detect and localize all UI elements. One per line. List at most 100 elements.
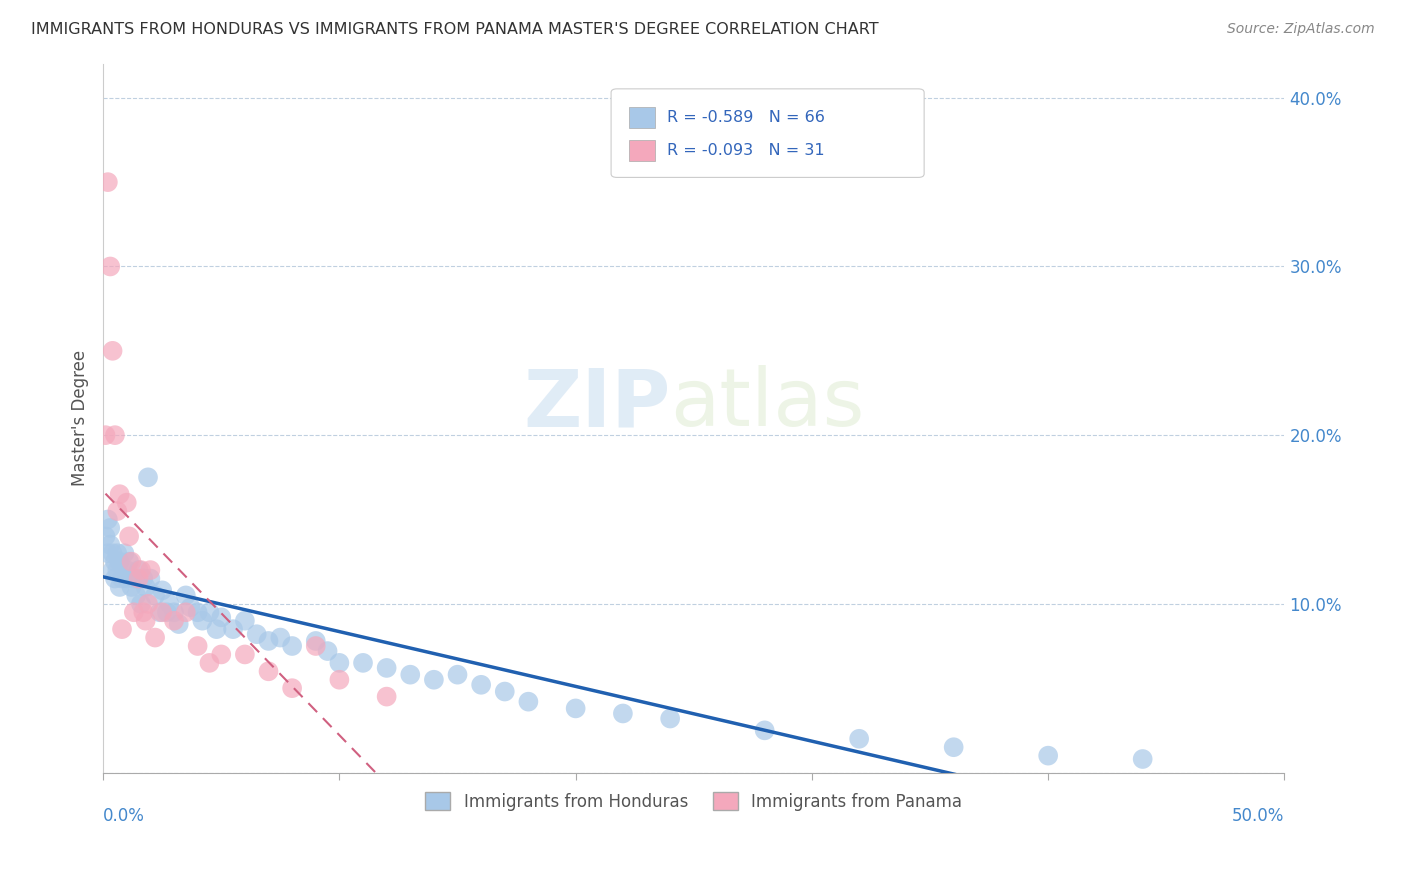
- Point: [198, 656, 221, 670]
- Point: [233, 614, 256, 628]
- Point: [209, 648, 232, 662]
- Point: [305, 639, 328, 653]
- Point: [157, 597, 180, 611]
- Point: [143, 588, 166, 602]
- Point: [191, 614, 214, 628]
- Text: atlas: atlas: [671, 365, 865, 443]
- Point: [97, 175, 120, 189]
- Point: [1036, 748, 1059, 763]
- Point: [128, 563, 150, 577]
- Point: [352, 656, 374, 670]
- Point: [423, 673, 446, 687]
- Point: [98, 538, 121, 552]
- Point: [328, 656, 350, 670]
- Point: [136, 470, 159, 484]
- Point: [754, 723, 776, 738]
- Point: [174, 605, 197, 619]
- Point: [305, 634, 328, 648]
- Point: [122, 605, 145, 619]
- Text: 50.0%: 50.0%: [1232, 806, 1285, 824]
- Point: [94, 529, 117, 543]
- Point: [111, 572, 134, 586]
- Point: [167, 617, 190, 632]
- Point: [104, 428, 127, 442]
- Point: [105, 504, 128, 518]
- Point: [187, 605, 209, 619]
- Point: [129, 597, 152, 611]
- Point: [149, 605, 172, 619]
- Legend: Immigrants from Honduras, Immigrants from Panama: Immigrants from Honduras, Immigrants fro…: [419, 786, 969, 817]
- Point: [848, 731, 870, 746]
- Point: [139, 563, 162, 577]
- Point: [128, 572, 150, 586]
- Point: [105, 563, 128, 577]
- Point: [105, 546, 128, 560]
- Bar: [628, 106, 655, 128]
- Point: [111, 622, 134, 636]
- Point: [112, 546, 135, 560]
- Point: [108, 580, 131, 594]
- Y-axis label: Master's Degree: Master's Degree: [72, 351, 89, 486]
- Point: [209, 610, 232, 624]
- Text: Source: ZipAtlas.com: Source: ZipAtlas.com: [1227, 22, 1375, 37]
- Point: [246, 627, 269, 641]
- Bar: [628, 140, 655, 161]
- Point: [222, 622, 245, 636]
- Text: 0.0%: 0.0%: [103, 806, 145, 824]
- Point: [316, 644, 339, 658]
- Text: R = -0.589   N = 66: R = -0.589 N = 66: [666, 110, 824, 125]
- Point: [104, 555, 127, 569]
- Point: [108, 487, 131, 501]
- FancyBboxPatch shape: [612, 89, 924, 178]
- Text: IMMIGRANTS FROM HONDURAS VS IMMIGRANTS FROM PANAMA MASTER'S DEGREE CORRELATION C: IMMIGRANTS FROM HONDURAS VS IMMIGRANTS F…: [31, 22, 879, 37]
- Point: [163, 605, 186, 619]
- Point: [101, 563, 124, 577]
- Point: [187, 639, 209, 653]
- Point: [121, 555, 143, 569]
- Point: [97, 546, 120, 560]
- Point: [98, 260, 121, 274]
- Point: [150, 605, 173, 619]
- Point: [98, 521, 121, 535]
- Text: ZIP: ZIP: [523, 365, 671, 443]
- Point: [97, 512, 120, 526]
- Point: [564, 701, 586, 715]
- Point: [174, 588, 197, 602]
- Point: [328, 673, 350, 687]
- Text: R = -0.093   N = 31: R = -0.093 N = 31: [666, 143, 824, 158]
- Point: [94, 428, 117, 442]
- Point: [375, 690, 398, 704]
- Point: [150, 583, 173, 598]
- Point: [269, 631, 291, 645]
- Point: [115, 495, 138, 509]
- Point: [163, 614, 186, 628]
- Point: [257, 634, 280, 648]
- Point: [198, 605, 221, 619]
- Point: [1132, 752, 1154, 766]
- Point: [281, 681, 304, 695]
- Point: [101, 546, 124, 560]
- Point: [121, 580, 143, 594]
- Point: [156, 605, 179, 619]
- Point: [125, 588, 148, 602]
- Point: [136, 597, 159, 611]
- Point: [132, 605, 155, 619]
- Point: [139, 572, 162, 586]
- Point: [375, 661, 398, 675]
- Point: [108, 555, 131, 569]
- Point: [446, 667, 468, 681]
- Point: [115, 572, 138, 586]
- Point: [257, 665, 280, 679]
- Point: [132, 572, 155, 586]
- Point: [281, 639, 304, 653]
- Point: [494, 684, 516, 698]
- Point: [104, 572, 127, 586]
- Point: [399, 667, 422, 681]
- Point: [942, 740, 965, 755]
- Point: [101, 343, 124, 358]
- Point: [135, 580, 157, 594]
- Point: [205, 622, 228, 636]
- Point: [233, 648, 256, 662]
- Point: [129, 563, 152, 577]
- Point: [115, 563, 138, 577]
